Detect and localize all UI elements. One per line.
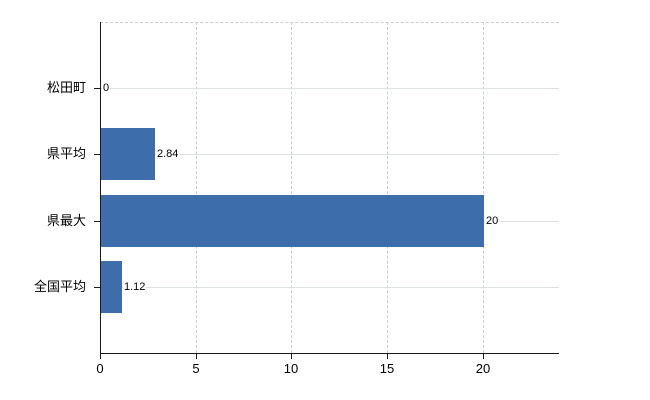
category-label: 全国平均	[33, 279, 86, 294]
x-tick-label: 0	[96, 361, 104, 376]
category-tick-mark	[94, 287, 100, 288]
category-tick-mark	[94, 154, 100, 155]
y-axis-line	[100, 22, 101, 354]
category-label: 松田町	[46, 80, 86, 95]
x-tick-label: 10	[283, 361, 299, 376]
gridline-v	[483, 22, 484, 353]
x-tick-label: 15	[379, 361, 395, 376]
bar	[101, 128, 155, 180]
gridline-v	[196, 22, 197, 353]
x-axis-line	[100, 353, 559, 354]
category-tick-mark	[94, 88, 100, 89]
category-label: 県最大	[46, 213, 86, 228]
x-tick-mark	[291, 353, 292, 359]
bar-value-label: 20	[485, 214, 500, 228]
bar-value-label: 0	[102, 81, 111, 95]
x-tick-label: 20	[475, 361, 491, 376]
plot-top-border	[100, 22, 559, 23]
x-tick-label: 5	[192, 361, 200, 376]
bar	[101, 195, 484, 247]
x-tick-mark	[387, 353, 388, 359]
x-tick-mark	[483, 353, 484, 359]
bar	[101, 261, 122, 313]
gridline-v	[387, 22, 388, 353]
gridline-h	[100, 88, 559, 89]
x-tick-mark	[196, 353, 197, 359]
gridline-h	[100, 287, 559, 288]
x-tick-mark	[100, 353, 101, 359]
gridline-v	[291, 22, 292, 353]
bar-value-label: 1.12	[123, 280, 147, 294]
bar-value-label: 2.84	[156, 147, 180, 161]
category-label: 県平均	[46, 146, 86, 161]
category-tick-mark	[94, 221, 100, 222]
gridline-h	[100, 154, 559, 155]
